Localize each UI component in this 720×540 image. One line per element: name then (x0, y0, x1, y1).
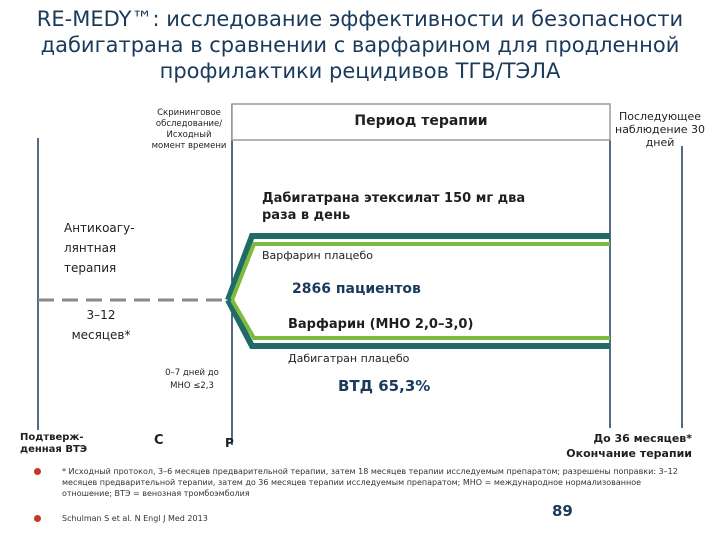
c-label: С (154, 433, 164, 448)
warfarin-placebo-label: Варфарин плацебо (262, 249, 373, 262)
citation-bullet (34, 515, 41, 522)
dabigatran-arm-line (225, 233, 610, 302)
vtd-label: ВТД 65,3% (338, 377, 431, 395)
anticoag-label: Антикоагу- лянтная терапия (64, 221, 135, 275)
therapy-period-label: Период терапии (354, 113, 488, 129)
screening-label: Скрининговое обследование/ Исходный моме… (151, 108, 227, 151)
followup-label: Последующее наблюдение 30 дней (615, 110, 705, 149)
footnote-bullet (34, 468, 41, 475)
end-of-therapy-label: До 36 месяцев* Окончание терапии (566, 432, 692, 460)
citation: Schulman S et al. N Engl J Med 2013 (62, 514, 208, 523)
p-label: Р (225, 436, 234, 450)
therapy-period-box (231, 103, 611, 141)
dabigatran-placebo-arm-line (230, 298, 610, 340)
dabigatran-placebo-label: Дабигатран плацебо (288, 352, 410, 365)
dabigatran-label: Дабигатрана этексилат 150 мг два раза в … (262, 191, 526, 223)
slide-title: RE-MEDY™: исследование эффективности и б… (36, 7, 684, 83)
confirmed-vte-label: Подтверж- денная ВТЭ (20, 432, 88, 455)
patients-label: 2866 пациентов (292, 281, 421, 297)
footnote: * Исходный протокол, 3–6 месяцев предвар… (62, 467, 678, 498)
warfarin-placebo-arm-line (230, 242, 610, 301)
warfarin-arm-line (225, 298, 610, 349)
days-label: 0–7 дней до МНО ≤2,3 (165, 368, 219, 391)
page-number: 89 (552, 502, 573, 520)
warfarin-label: Варфарин (МНО 2,0–3,0) (288, 317, 474, 332)
months-label: 3–12 месяцев* (71, 308, 131, 342)
